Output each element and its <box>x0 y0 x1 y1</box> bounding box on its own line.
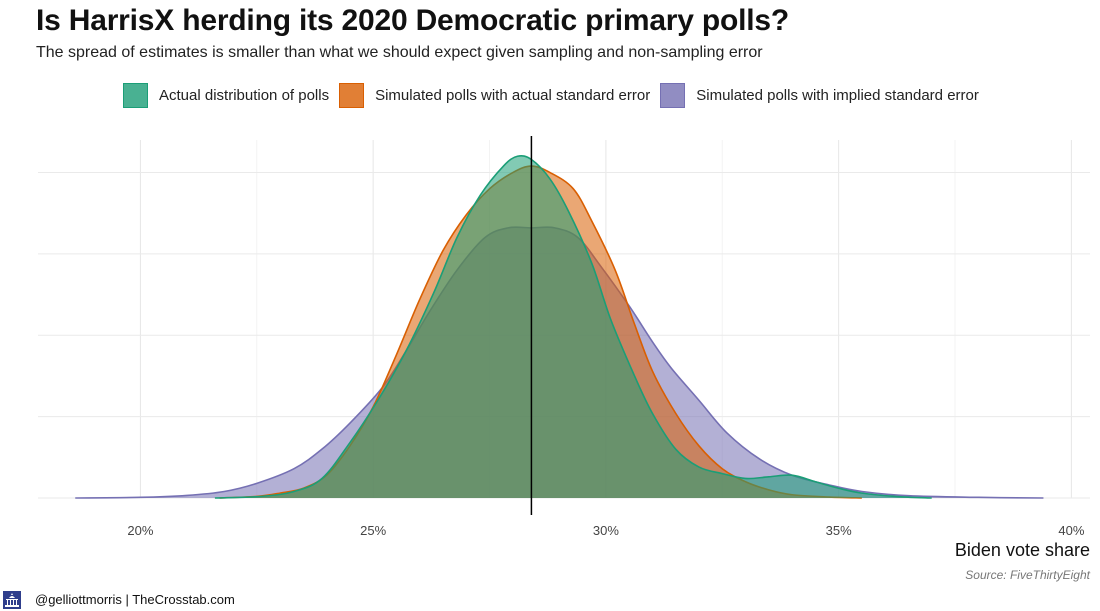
chart-subtitle: The spread of estimates is smaller than … <box>36 44 763 61</box>
legend-item-actual: Actual distribution of polls <box>123 82 330 108</box>
legend-label-implied-se: Simulated polls with implied standard er… <box>696 86 979 104</box>
capitol-icon <box>3 591 21 609</box>
legend-label-actual: Actual distribution of polls <box>159 86 330 104</box>
density-area-actual-distribution-of-polls <box>214 155 932 499</box>
legend-swatch-implied-se <box>660 82 686 108</box>
x-axis-ticks: 20% 25% 30% 35% 40% <box>127 523 1084 538</box>
legend: Actual distribution of polls Simulated p… <box>123 80 989 110</box>
x-tick-label: 40% <box>1058 523 1084 538</box>
legend-label-actual-se: Simulated polls with actual standard err… <box>375 86 651 104</box>
footer-credit: @gelliottmorris | TheCrosstab.com <box>35 592 235 607</box>
x-tick-label: 30% <box>593 523 619 538</box>
x-tick-label: 25% <box>360 523 386 538</box>
x-tick-label: 20% <box>127 523 153 538</box>
density-areas <box>75 154 1044 499</box>
chart-title: Is HarrisX herding its 2020 Democratic p… <box>36 4 790 37</box>
legend-swatch-actual <box>123 82 148 108</box>
footer: @gelliottmorris | TheCrosstab.com <box>0 589 1100 611</box>
legend-item-implied-se: Simulated polls with implied standard er… <box>660 82 979 108</box>
source-caption: Source: FiveThirtyEight <box>965 568 1090 582</box>
x-tick-label: 35% <box>826 523 852 538</box>
density-line-actual-distribution-of-polls <box>214 154 932 499</box>
legend-item-actual-se: Simulated polls with actual standard err… <box>339 82 651 108</box>
legend-swatch-actual-se <box>339 82 365 108</box>
x-axis-label: Biden vote share <box>955 540 1090 560</box>
